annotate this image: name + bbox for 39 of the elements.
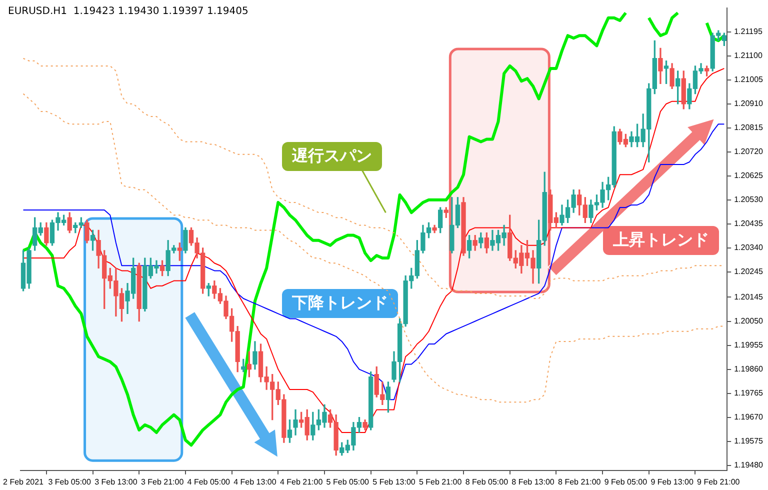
y-tick-label: 1.21005	[734, 75, 764, 84]
x-tick-label: 2 Feb 2021	[3, 477, 44, 486]
x-tick-label: 8 Feb 05:00	[465, 477, 509, 486]
y-tick-label: 1.19480	[734, 460, 764, 470]
x-tick-label: 5 Feb 21:00	[418, 477, 462, 486]
x-tick-label: 8 Feb 21:00	[558, 477, 602, 486]
y-tick-label: 1.21100	[734, 51, 763, 60]
chart-title: EURUSD.H1 1.19423 1.19430 1.19397 1.19405	[8, 6, 248, 17]
x-tick-label: 4 Feb 05:00	[187, 477, 231, 486]
x-tick-label: 9 Feb 05:00	[604, 477, 648, 486]
y-tick-label: 1.20435	[734, 219, 764, 228]
y-tick-label: 1.20815	[734, 123, 764, 132]
y-tick-label: 1.20910	[734, 99, 764, 108]
y-tick-label: 1.20530	[734, 195, 764, 204]
annotation: 上昇トレンド	[603, 226, 720, 256]
x-tick-label: 3 Feb 13:00	[94, 477, 138, 486]
y-tick-label: 1.19575	[734, 436, 764, 446]
annotation: 遅行スパン	[282, 142, 382, 172]
x-tick-label: 5 Feb 13:00	[372, 477, 416, 486]
y-tick-label: 1.19955	[734, 340, 764, 350]
x-tick-label: 3 Feb 21:00	[140, 477, 184, 486]
y-tick-label: 1.20720	[734, 147, 764, 156]
y-tick-label: 1.20050	[734, 316, 764, 326]
x-tick-label: 3 Feb 05:00	[48, 477, 92, 486]
y-tick-label: 1.21195	[734, 27, 763, 36]
y-tick-label: 1.20145	[734, 292, 764, 302]
x-tick-label: 8 Feb 13:00	[512, 477, 555, 486]
y-tick-label: 1.20625	[734, 171, 764, 180]
annotation: 下降トレンド	[282, 289, 398, 318]
y-tick-label: 1.19765	[734, 388, 764, 398]
x-tick-label: 5 Feb 05:00	[326, 477, 370, 486]
x-tick-label: 9 Feb 21:00	[697, 477, 740, 486]
y-tick-label: 1.19860	[734, 364, 764, 374]
y-tick-label: 1.20245	[734, 267, 764, 276]
y-tick-label: 1.20340	[734, 243, 764, 252]
x-tick-label: 4 Feb 13:00	[234, 477, 277, 486]
y-tick-label: 1.19670	[734, 412, 764, 422]
x-tick-label: 4 Feb 21:00	[280, 477, 324, 486]
x-tick-label: 9 Feb 13:00	[650, 477, 694, 486]
